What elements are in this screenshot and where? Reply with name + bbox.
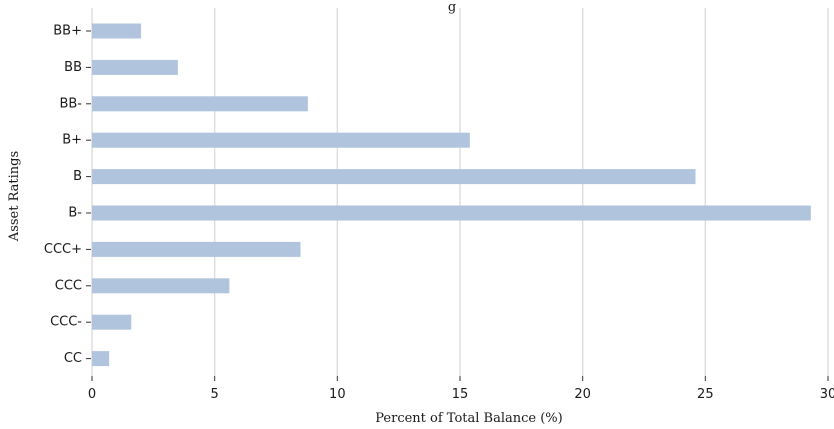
- y-tick-label: BB-: [59, 96, 82, 111]
- bar-ccc: [92, 278, 230, 294]
- bar-ccc-minus: [92, 314, 132, 330]
- bar-cc: [92, 351, 110, 367]
- y-tick-label: CCC+: [44, 242, 82, 257]
- bar-bb-minus: [92, 96, 308, 112]
- y-tick-label: CCC-: [50, 315, 82, 330]
- bar-bb-plus: [92, 23, 142, 39]
- bar-b-minus: [92, 205, 811, 221]
- x-tick-label: 10: [329, 387, 346, 402]
- bar-bb: [92, 59, 178, 75]
- x-axis: 0 5 10 15 20 25 30: [88, 376, 834, 402]
- x-tick-label: 25: [697, 387, 714, 402]
- y-tick-label: BB: [64, 60, 82, 75]
- x-tick-label: 0: [88, 387, 96, 402]
- grid-lines: [91, 8, 829, 376]
- bars: [92, 23, 811, 367]
- bar-b: [92, 169, 696, 185]
- bar-ccc-plus: [92, 241, 301, 257]
- y-axis-title: Asset Ratings: [7, 151, 22, 242]
- y-tick-label: B-: [68, 206, 82, 221]
- bar-b-plus: [92, 132, 470, 148]
- y-tick-label: B+: [62, 133, 82, 148]
- x-tick-label: 20: [574, 387, 591, 402]
- chart-title: g: [448, 0, 456, 15]
- y-tick-label: CCC: [55, 278, 82, 293]
- y-tick-label: CC: [64, 351, 82, 366]
- x-axis-title: Percent of Total Balance (%): [375, 411, 562, 426]
- y-tick-label: B: [73, 169, 82, 184]
- x-tick-label: 5: [211, 387, 219, 402]
- x-tick-label: 30: [820, 387, 834, 402]
- y-tick-label: BB+: [53, 24, 82, 39]
- x-tick-label: 15: [452, 387, 469, 402]
